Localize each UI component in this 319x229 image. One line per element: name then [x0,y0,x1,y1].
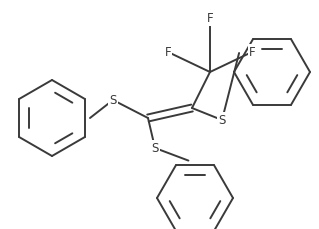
Text: F: F [207,11,213,25]
Text: S: S [151,142,159,155]
Text: F: F [249,46,255,58]
Text: F: F [165,46,171,58]
Text: S: S [109,93,117,106]
Text: S: S [218,114,226,126]
